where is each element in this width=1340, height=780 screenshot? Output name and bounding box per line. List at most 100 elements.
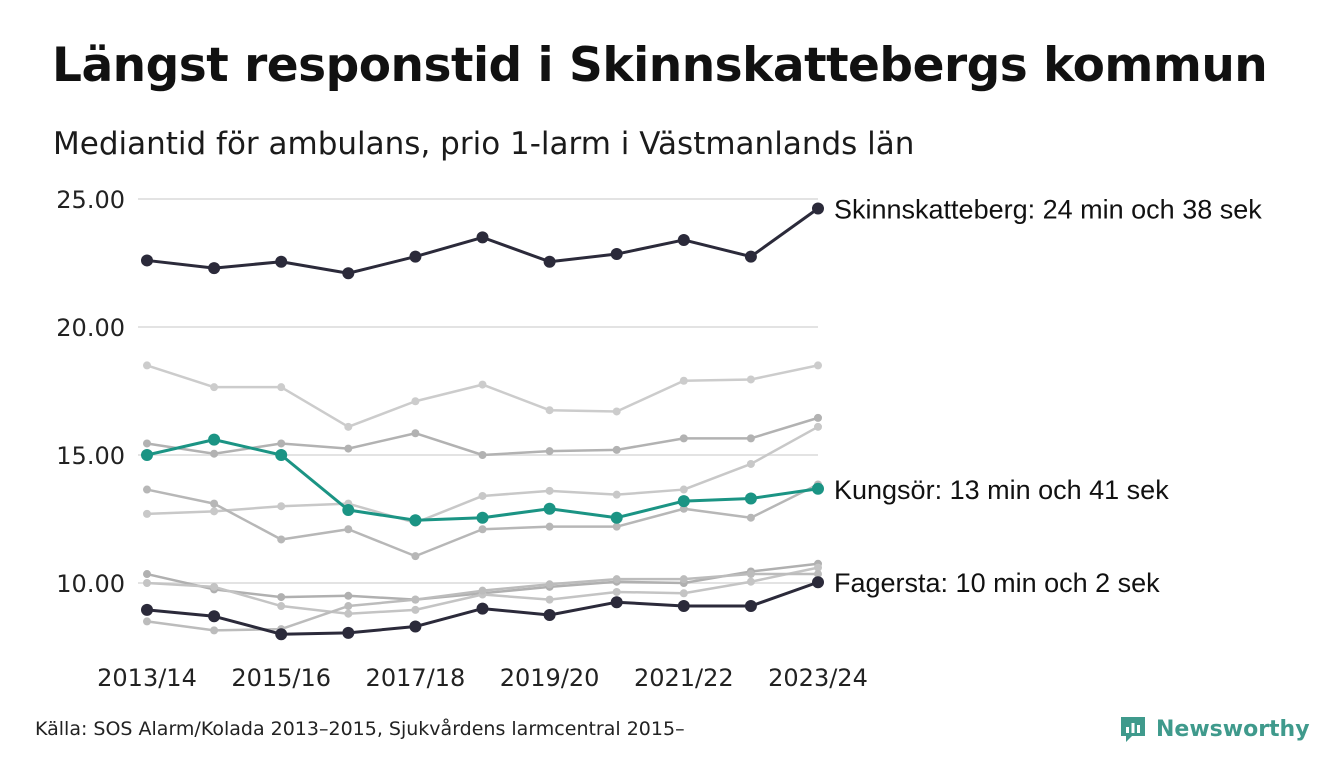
y-tick-label: 25.00 [56, 186, 125, 214]
data-point [679, 376, 688, 385]
series-other-municipality [143, 422, 822, 527]
data-point [344, 444, 353, 453]
data-point [277, 535, 286, 544]
series-other-municipality [143, 361, 822, 431]
data-point [677, 600, 690, 613]
data-point [812, 576, 824, 589]
data-point [210, 507, 219, 516]
x-tick-label: 2017/18 [366, 664, 466, 692]
data-point [478, 491, 487, 500]
data-point [612, 575, 621, 584]
data-point [277, 439, 286, 448]
data-point [476, 231, 489, 244]
data-point [478, 380, 487, 389]
series-line [146, 364, 819, 429]
data-point [545, 486, 554, 495]
data-point [411, 429, 420, 438]
data-point [814, 361, 822, 370]
data-point [612, 445, 621, 454]
series-kungsör: Kungsör: 13 min och 41 sek [141, 433, 1169, 527]
x-tick-label: 2013/14 [97, 664, 197, 692]
data-point [476, 602, 489, 615]
data-point [610, 511, 623, 524]
data-point [344, 602, 353, 611]
data-point [143, 439, 151, 448]
data-point [344, 609, 353, 618]
data-point [679, 485, 688, 494]
data-point [275, 449, 288, 461]
logo-text: Newsworthy [1156, 716, 1310, 742]
series-skinnskatteberg: Skinnskatteberg: 24 min och 38 sek [141, 194, 1262, 280]
data-point [812, 482, 824, 495]
y-tick-label: 20.00 [56, 314, 125, 342]
y-tick-label: 15.00 [56, 442, 125, 470]
data-point [277, 593, 286, 602]
data-point [342, 626, 355, 639]
data-point [208, 262, 221, 275]
data-point [744, 250, 757, 263]
data-point [744, 492, 757, 505]
data-point [411, 552, 420, 561]
data-point [610, 248, 623, 261]
data-point [476, 511, 489, 524]
data-point [210, 383, 219, 392]
x-tick-label: 2019/20 [500, 664, 600, 692]
x-tick-label: 2021/22 [634, 664, 734, 692]
data-point [275, 255, 288, 268]
data-point [277, 502, 286, 511]
data-point [210, 499, 219, 508]
data-point [814, 413, 822, 422]
data-point [612, 587, 621, 596]
y-tick-label: 10.00 [56, 570, 125, 598]
data-point [344, 422, 353, 431]
data-point [545, 406, 554, 415]
data-point [210, 626, 219, 635]
source-note: Källa: SOS Alarm/Kolada 2013–2015, Sjukv… [35, 718, 685, 740]
data-point [141, 603, 153, 616]
series-fagersta: Fagersta: 10 min och 2 sek [141, 568, 1160, 641]
data-point [143, 485, 151, 494]
data-point [543, 609, 556, 621]
newsworthy-logo-icon [1121, 717, 1145, 742]
data-point [612, 407, 621, 416]
data-point [545, 580, 554, 589]
series-other-municipality [143, 413, 822, 459]
data-point [679, 504, 688, 513]
data-point [677, 233, 690, 246]
data-point [812, 202, 824, 215]
data-point [610, 596, 623, 609]
data-point [143, 579, 151, 587]
data-point [543, 255, 556, 268]
series-end-label: Fagersta: 10 min och 2 sek [834, 568, 1160, 598]
data-point [746, 570, 755, 579]
data-point [679, 589, 688, 598]
data-point [746, 459, 755, 468]
data-point [143, 361, 151, 370]
data-point [411, 605, 420, 614]
data-point [208, 610, 221, 623]
data-point [545, 522, 554, 531]
data-point [814, 563, 822, 572]
data-point [277, 383, 286, 392]
data-point [409, 620, 422, 633]
data-point [143, 509, 151, 518]
data-point [409, 250, 422, 263]
data-point [411, 397, 420, 406]
data-point [210, 582, 219, 591]
data-point [342, 267, 355, 280]
data-point [612, 522, 621, 531]
data-point [746, 375, 755, 384]
data-point [210, 449, 219, 458]
x-tick-label: 2015/16 [231, 664, 331, 692]
data-point [545, 595, 554, 604]
data-point [612, 490, 621, 499]
series-line [146, 425, 819, 525]
newsworthy-logo: Newsworthy [1118, 714, 1310, 744]
x-tick-label: 2023/24 [768, 664, 868, 692]
data-point [478, 525, 487, 534]
data-point [744, 600, 757, 613]
data-point [478, 451, 487, 459]
series-end-label: Skinnskatteberg: 24 min och 38 sek [834, 194, 1262, 224]
data-point [344, 525, 353, 534]
